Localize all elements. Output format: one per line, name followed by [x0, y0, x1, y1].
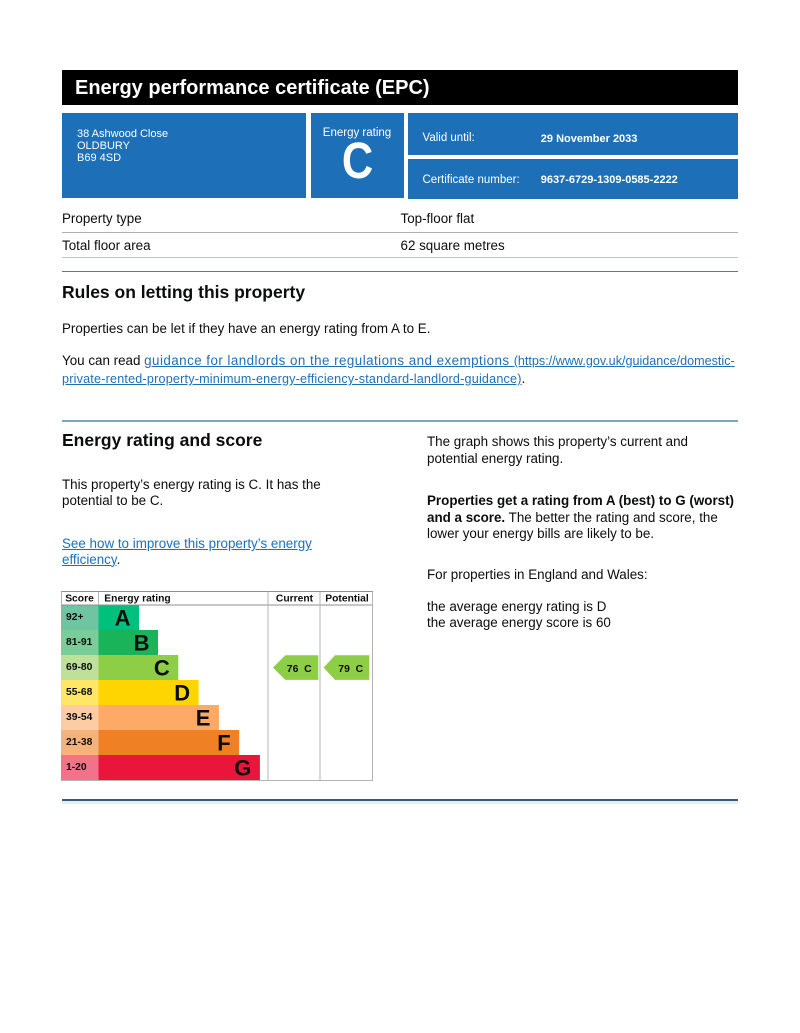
svg-text:Score: Score	[65, 594, 94, 605]
svg-text:69-80: 69-80	[66, 662, 93, 673]
svg-text:D: D	[174, 681, 190, 706]
svg-text:Potential: Potential	[325, 594, 369, 605]
svg-text:C: C	[154, 656, 170, 681]
svg-text:E: E	[196, 706, 211, 731]
svg-text:A: A	[115, 606, 131, 631]
svg-text:79 C: 79 C	[338, 664, 363, 675]
svg-text:92+: 92+	[66, 612, 83, 623]
svg-text:F: F	[217, 731, 230, 756]
svg-text:Energy rating: Energy rating	[104, 594, 170, 605]
svg-text:81-91: 81-91	[66, 637, 93, 648]
svg-text:39-54: 39-54	[66, 712, 93, 723]
svg-text:1-20: 1-20	[66, 762, 87, 773]
svg-text:G: G	[234, 756, 251, 781]
svg-text:76 C: 76 C	[287, 664, 312, 675]
svg-text:55-68: 55-68	[66, 687, 93, 698]
svg-text:21-38: 21-38	[66, 737, 93, 748]
svg-text:Current: Current	[276, 594, 314, 605]
svg-text:B: B	[134, 631, 150, 656]
